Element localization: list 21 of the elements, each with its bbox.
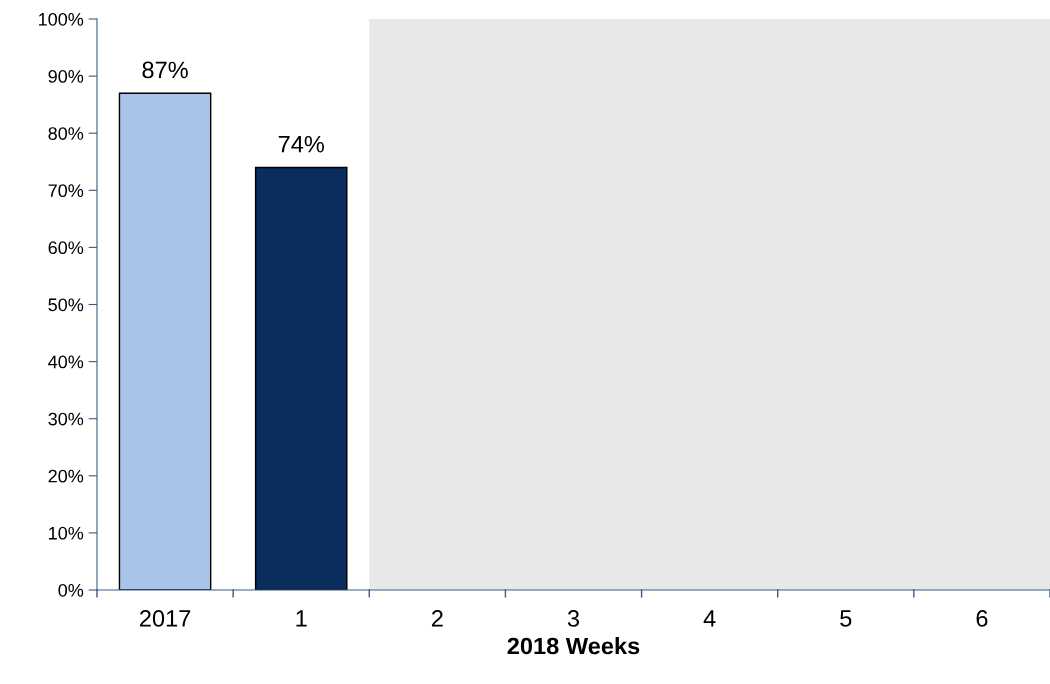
x-tick-label: 4 <box>703 610 716 627</box>
y-tick-label: 70% <box>48 184 84 198</box>
y-tick-label: 40% <box>48 355 84 369</box>
y-tick-label: 90% <box>48 70 84 83</box>
data-label: 74% <box>278 135 324 153</box>
y-tick-label: 0% <box>58 583 84 597</box>
y-tick-label: 80% <box>48 127 84 140</box>
y-tick-label: 100% <box>39 12 84 26</box>
data-label: 87% <box>142 61 188 79</box>
x-tick-label: 2 <box>431 610 443 627</box>
x-tick-label: 6 <box>976 610 988 627</box>
y-tick-label: 30% <box>48 412 84 426</box>
y-tick-label: 50% <box>48 298 84 312</box>
x-tick-label: 5 <box>840 610 852 627</box>
y-tick-label: 60% <box>48 241 84 255</box>
x-tick-label: 3 <box>567 610 580 627</box>
y-tick-label: 10% <box>49 526 84 540</box>
x-tick-label: 1 <box>296 610 307 627</box>
y-tick-label: 20% <box>48 469 84 483</box>
x-tick-label: 2017 <box>140 610 191 627</box>
x-axis-title: 2018 Weeks <box>507 637 640 655</box>
